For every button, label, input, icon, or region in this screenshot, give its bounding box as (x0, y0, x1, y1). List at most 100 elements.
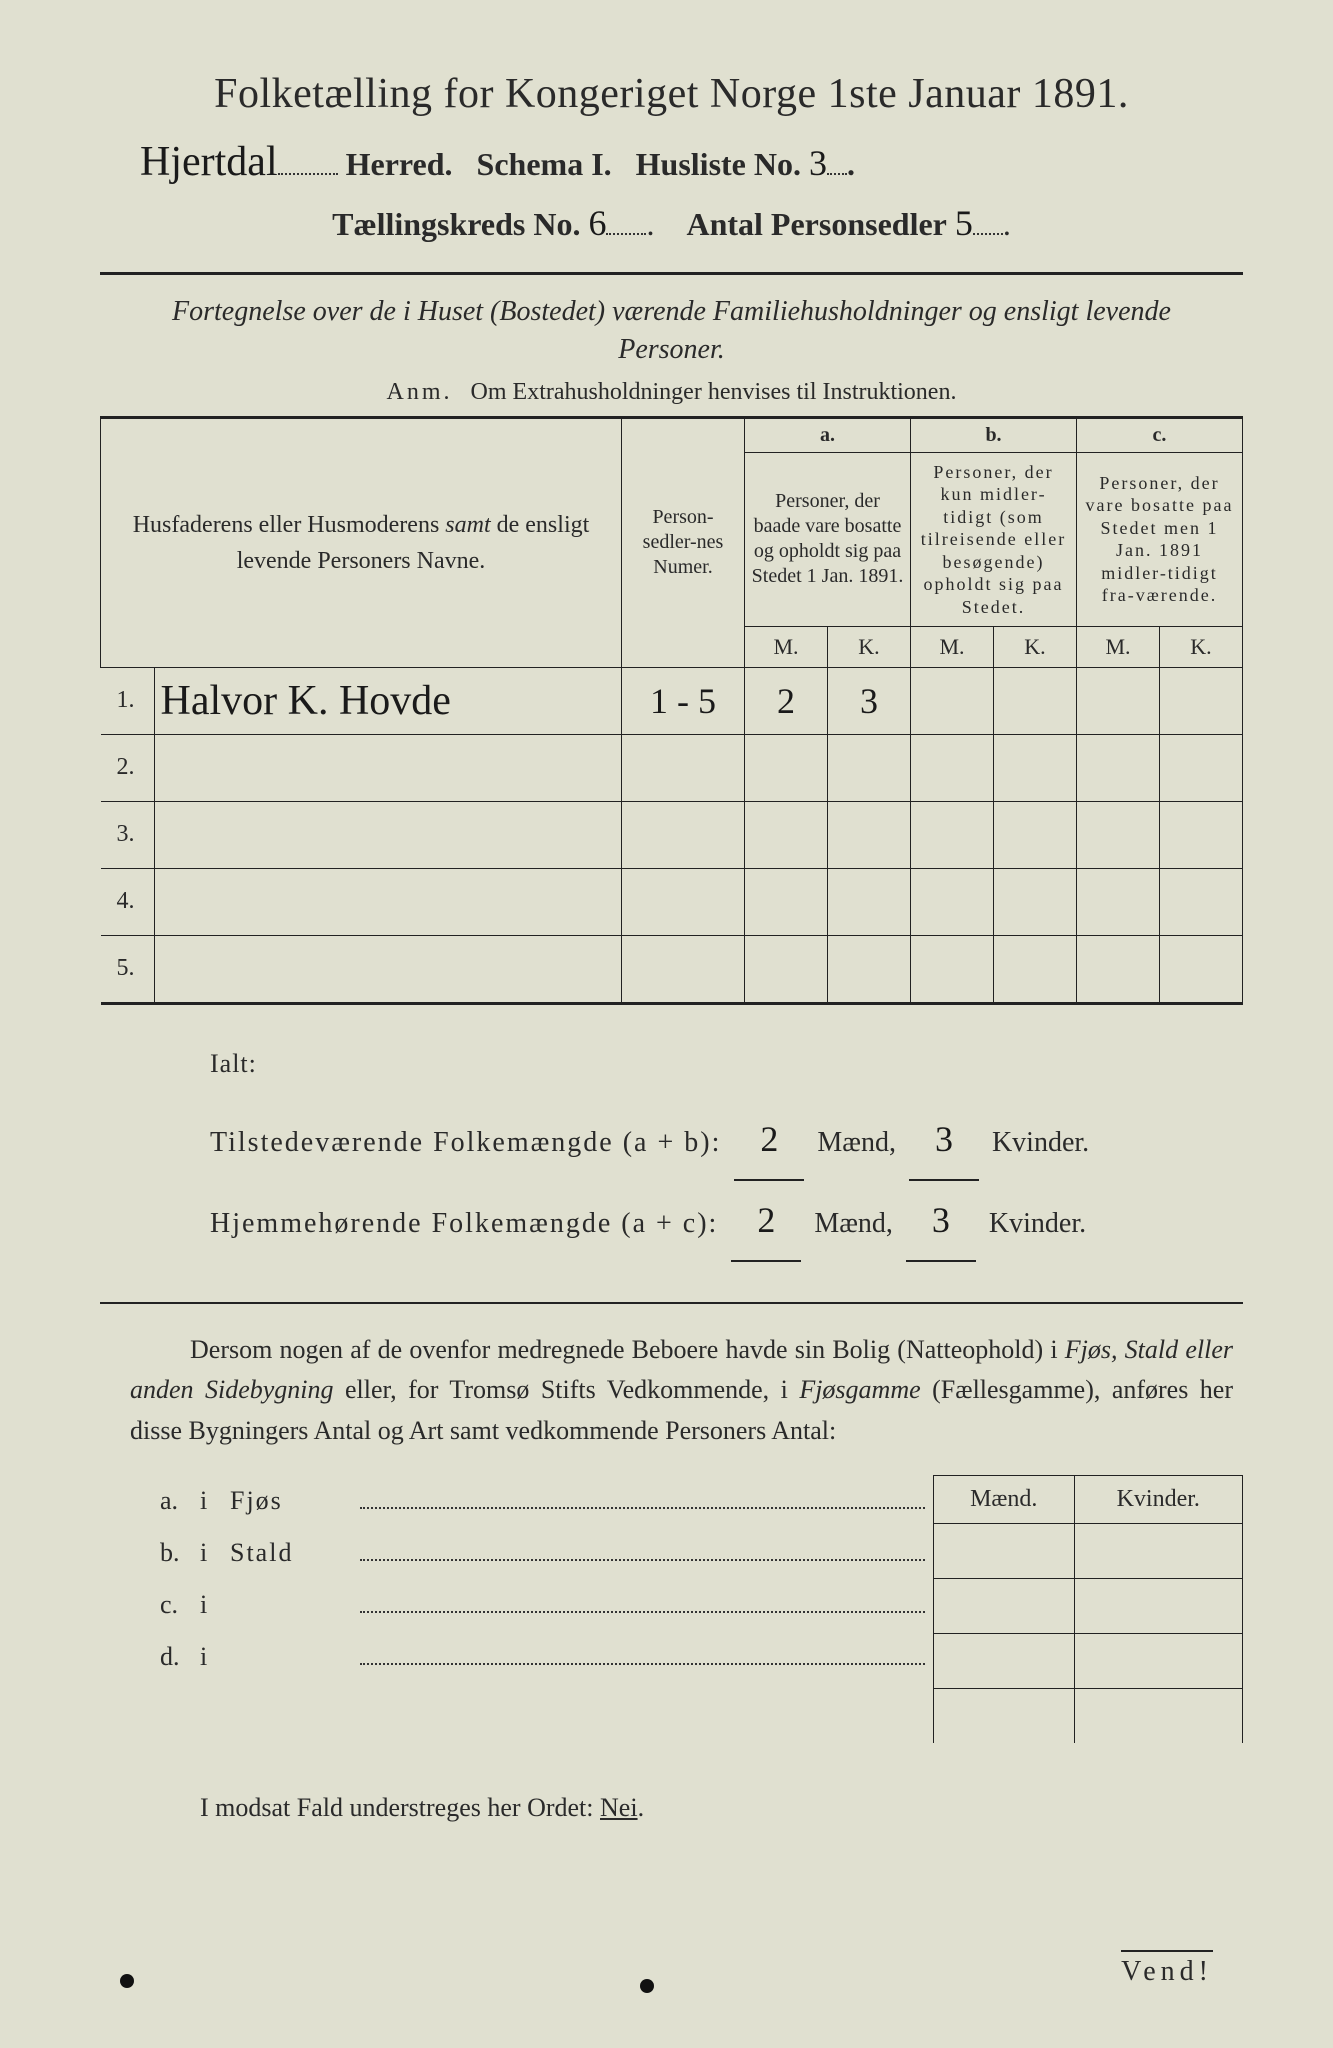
mk-maend-header: Mænd. (934, 1476, 1075, 1524)
row-aK (828, 935, 911, 1003)
row-cK (1160, 734, 1243, 801)
table-row: 2. (101, 734, 1243, 801)
row-number: 5. (101, 935, 155, 1003)
col-a-header: Personer, der baade vare bosatte og opho… (745, 452, 911, 627)
row-word: Stald (230, 1527, 360, 1579)
totals-block: Ialt: Tilstedeværende Folkemængde (a + b… (100, 1035, 1243, 1263)
row-i: i (200, 1527, 230, 1579)
schema-label: Schema I. (477, 146, 612, 182)
row-word: Fjøs (230, 1475, 360, 1527)
row-number: 4. (101, 868, 155, 935)
dotted-fill (827, 147, 847, 175)
hole-punch-icon (120, 1974, 134, 1988)
row-aK: 3 (828, 667, 911, 734)
mk-cell (934, 1634, 1075, 1689)
row-bK (994, 801, 1077, 868)
mk-cell (1074, 1689, 1242, 1744)
mk-cell (1074, 1634, 1242, 1689)
anm-label: Anm. (387, 379, 453, 405)
col-a-k: K. (828, 627, 911, 668)
row-num-cell (622, 734, 745, 801)
row-val: 3 (860, 680, 878, 722)
row-bM (911, 935, 994, 1003)
dotted-fill (360, 1595, 925, 1613)
household-table: Husfaderens eller Husmoderens samt de en… (100, 418, 1243, 1005)
row-aM (745, 801, 828, 868)
row-num-cell (622, 868, 745, 935)
totals-line-ab: Tilstedeværende Folkemængde (a + b): 2 M… (210, 1100, 1243, 1181)
nei-line: I modsat Fald understreges her Ordet: Ne… (100, 1793, 1243, 1823)
husliste-no: 3 (809, 142, 827, 184)
row-name-cell (154, 868, 622, 935)
col-c-k: K. (1160, 627, 1243, 668)
row-aM: 2 (745, 667, 828, 734)
bottom-section: a.iFjøsb.iStaldc.id.i Mænd. Kvinder. (100, 1475, 1243, 1743)
col-c-label: c. (1077, 418, 1243, 452)
kvinder-label: Kvinder. (989, 1208, 1086, 1239)
row-bM (911, 667, 994, 734)
ab-m: 2 (734, 1100, 804, 1181)
col-names-header: Husfaderens eller Husmoderens samt de en… (101, 418, 622, 667)
dotted-fill (973, 207, 1003, 235)
row-bM (911, 868, 994, 935)
row-letter: d. (160, 1631, 200, 1683)
dotted-fill (278, 147, 338, 175)
row-aM (745, 734, 828, 801)
building-row: a.iFjøs (160, 1475, 933, 1527)
row-cK (1160, 868, 1243, 935)
mk-cell (1074, 1579, 1242, 1634)
row-name: Halvor K. Hovde (161, 677, 451, 725)
kvinder-label: Kvinder. (992, 1127, 1089, 1158)
divider (100, 1302, 1243, 1304)
ab-label: Tilstedeværende Folkemængde (a + b): (210, 1127, 721, 1158)
row-i: i (200, 1475, 230, 1527)
mk-cell (934, 1524, 1075, 1579)
ac-m: 2 (731, 1181, 801, 1262)
row-letter: a. (160, 1475, 200, 1527)
dotted-fill (606, 207, 646, 235)
row-bK (994, 868, 1077, 935)
row-aM (745, 935, 828, 1003)
row-i: i (200, 1579, 230, 1631)
row-name-cell (154, 935, 622, 1003)
table-row: 3. (101, 801, 1243, 868)
mk-kvinder-header: Kvinder. (1074, 1476, 1242, 1524)
building-row: c.i (160, 1579, 933, 1631)
row-letter: b. (160, 1527, 200, 1579)
herred-handwritten: Hjertdal (140, 138, 278, 186)
page-title: Folketælling for Kongeriget Norge 1ste J… (100, 70, 1243, 118)
col-c-header: Personer, der vare bosatte paa Stedet me… (1077, 452, 1243, 627)
row-num-cell: 1 - 5 (622, 667, 745, 734)
antal-no: 5 (955, 202, 973, 244)
husliste-label: Husliste No. (636, 146, 801, 182)
row-name-cell: Halvor K. Hovde (154, 667, 622, 734)
dotted-fill (360, 1491, 925, 1509)
row-number: 2. (101, 734, 155, 801)
row-name-cell (154, 734, 622, 801)
hole-punch-icon (640, 1979, 654, 1993)
row-name-cell (154, 801, 622, 868)
row-num: 1 - 5 (650, 680, 716, 722)
antal-label: Antal Personsedler (686, 206, 946, 242)
anm-text: Om Extrahusholdninger henvises til Instr… (471, 379, 957, 405)
mk-cell (1074, 1524, 1242, 1579)
col-c-m: M. (1077, 627, 1160, 668)
col-a-m: M. (745, 627, 828, 668)
row-i: i (200, 1631, 230, 1683)
col-names-text: Husfaderens eller Husmoderens samt de en… (133, 512, 590, 574)
bottom-paragraph: Dersom nogen af de ovenfor medregnede Be… (100, 1330, 1243, 1451)
nei-word: Nei (600, 1793, 638, 1822)
vend-label: Vend! (1121, 1950, 1213, 1988)
col-b-label: b. (911, 418, 1077, 452)
row-cM (1077, 801, 1160, 868)
col-b-header: Personer, der kun midler-tidigt (som til… (911, 452, 1077, 627)
row-val: 2 (777, 680, 795, 722)
table-row: 5. (101, 935, 1243, 1003)
anm-line: Anm. Om Extrahusholdninger henvises til … (100, 379, 1243, 406)
table-row: 4. (101, 868, 1243, 935)
header-line-3: Tællingskreds No. 6. Antal Personsedler … (100, 202, 1243, 244)
row-num-cell (622, 801, 745, 868)
row-cK (1160, 667, 1243, 734)
row-cM (1077, 667, 1160, 734)
building-list: a.iFjøsb.iStaldc.id.i (100, 1475, 933, 1743)
